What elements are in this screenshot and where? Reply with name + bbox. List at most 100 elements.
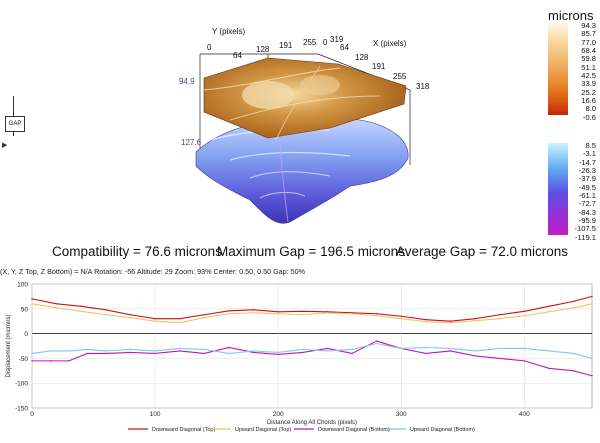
colorbar-bottom-labels: 8.5 -3.1 -14.7 -26.3 -37.9 -49.5 -61.1 -72.7 -84…	[570, 141, 596, 242]
colorbar-tick-label: -95.9	[578, 216, 596, 226]
x-tick-label: 400	[519, 411, 530, 418]
series-point	[425, 320, 427, 323]
series-point	[252, 312, 255, 314]
series-point	[277, 313, 279, 315]
colorbar-tick-label: -3.1	[582, 149, 596, 159]
series-point	[375, 315, 378, 317]
series-point	[498, 357, 501, 360]
series-point	[154, 318, 156, 320]
series-line	[31, 303, 593, 324]
compatibility-value: Compatibility = 76.6 microns	[52, 244, 222, 259]
surface-3d-view[interactable]: Y (pixels) X (pixels) 0 64 128 191 255 3…	[0, 0, 600, 240]
colorbar-tick-label: -37.9	[578, 174, 596, 184]
series-point	[203, 314, 206, 316]
series-point	[68, 360, 70, 362]
series-point	[591, 303, 593, 305]
legend-label: Upward Diagonal (Bottom)	[410, 427, 475, 433]
x-tick-label: 0	[30, 411, 34, 418]
x-tick: 128	[355, 53, 369, 62]
colorbar-top	[548, 23, 568, 115]
colorbar-tick-label: 25.2	[581, 87, 596, 97]
series-point	[129, 314, 132, 316]
series-point	[498, 318, 501, 320]
series-point	[591, 357, 593, 360]
series-point	[523, 315, 526, 317]
series-point	[277, 351, 279, 354]
series-point	[375, 342, 378, 345]
series-point	[375, 340, 378, 342]
x-tick: 64	[340, 43, 349, 52]
series-point	[129, 317, 132, 319]
series-point	[498, 347, 501, 350]
series-point	[129, 348, 132, 351]
series-point	[68, 350, 70, 352]
x-axis-label: X (pixels)	[373, 39, 407, 48]
series-point	[252, 350, 255, 352]
series-point	[548, 367, 550, 370]
series-point	[326, 350, 329, 352]
y-tick-label: 50	[21, 306, 29, 313]
series-point	[154, 320, 156, 322]
series-point	[55, 307, 58, 309]
max-gap-value: Maximum Gap = 196.5 microns	[217, 244, 405, 259]
y-tick: 319	[330, 35, 344, 44]
colorbar-top-labels: 94.3 85.7 77.0 68.4 59.8 51.1 42.5 33.9 25.2 16.6…	[570, 21, 596, 122]
series-point	[302, 351, 304, 354]
colorbar-tick-label: -0.6	[582, 112, 596, 122]
y-tick: 64	[233, 51, 242, 60]
colorbar-tick-label: -49.5	[578, 182, 596, 192]
series-point	[252, 309, 255, 311]
series-point	[49, 350, 52, 352]
series-point	[228, 352, 230, 355]
y-tick-label: -100	[15, 381, 28, 388]
series-point	[591, 375, 593, 377]
series-point	[474, 318, 476, 320]
colorbar-tick-label: 51.1	[581, 62, 596, 72]
series-point	[591, 295, 593, 298]
series-point	[449, 321, 452, 324]
gap-slider-handle[interactable]: GAP	[5, 116, 25, 132]
series-point	[572, 370, 575, 372]
colorbar-tick-label: -26.3	[578, 166, 596, 176]
colorbar-tick-label: 94.3	[581, 21, 596, 30]
series-point	[203, 352, 206, 355]
series-point	[203, 348, 206, 351]
series-point	[523, 347, 526, 350]
stats-bar: Compatibility = 76.6 microns Maximum Gap…	[0, 244, 600, 266]
colorbar-tick-label: -84.3	[578, 207, 596, 217]
series-point	[302, 314, 304, 316]
series-point	[31, 298, 33, 300]
colorbar-tick-label: 68.4	[581, 46, 596, 56]
series-point	[351, 348, 353, 351]
x-tick-label: 200	[273, 411, 284, 418]
series-point	[49, 360, 52, 362]
x-tick: 255	[393, 72, 407, 81]
series-point	[228, 346, 230, 349]
series-point	[548, 311, 550, 313]
series-point	[449, 350, 452, 352]
series-point	[252, 351, 255, 354]
series-point	[105, 350, 107, 352]
series-point	[326, 311, 329, 313]
colorbar-tick-label: 33.9	[581, 79, 596, 89]
series-point	[55, 303, 58, 305]
bottom-z-label: 127.6	[181, 138, 202, 147]
series-point	[80, 310, 82, 312]
series-point	[572, 300, 575, 303]
series-point	[400, 347, 402, 350]
series-point	[351, 352, 353, 355]
colorbar-unit: microns	[548, 8, 594, 23]
series-point	[154, 350, 156, 352]
x-tick: 191	[372, 62, 386, 71]
colorbar-tick-label: 77.0	[581, 37, 596, 47]
series-point	[86, 352, 89, 355]
series-point	[474, 320, 476, 322]
series-point	[326, 347, 329, 350]
series-point	[523, 310, 526, 312]
series-point	[572, 352, 575, 355]
series-point	[523, 360, 526, 362]
play-triangle-icon[interactable]: ▶	[2, 142, 8, 149]
x-tick: 318	[416, 82, 430, 91]
series-point	[203, 317, 206, 319]
